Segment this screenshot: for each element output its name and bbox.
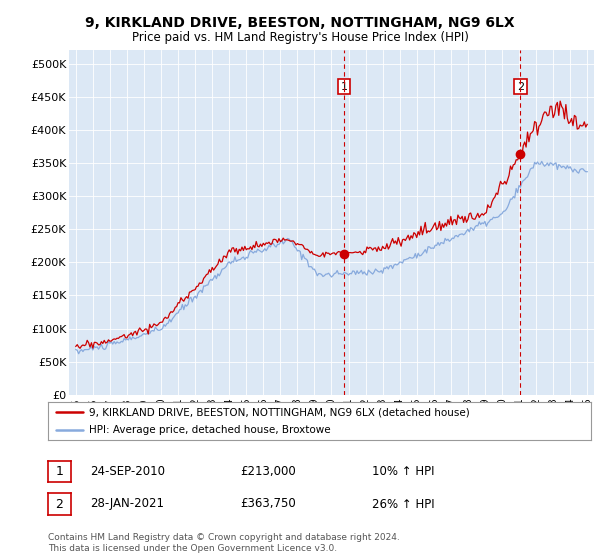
Text: HPI: Average price, detached house, Broxtowe: HPI: Average price, detached house, Brox… [89, 425, 331, 435]
Text: 1: 1 [55, 465, 64, 478]
Text: 9, KIRKLAND DRIVE, BEESTON, NOTTINGHAM, NG9 6LX: 9, KIRKLAND DRIVE, BEESTON, NOTTINGHAM, … [85, 16, 515, 30]
Text: 10% ↑ HPI: 10% ↑ HPI [372, 465, 434, 478]
Text: £363,750: £363,750 [240, 497, 296, 511]
Text: Price paid vs. HM Land Registry's House Price Index (HPI): Price paid vs. HM Land Registry's House … [131, 31, 469, 44]
Text: 2: 2 [55, 497, 64, 511]
Text: 26% ↑ HPI: 26% ↑ HPI [372, 497, 434, 511]
Text: 2: 2 [517, 82, 524, 92]
Text: 28-JAN-2021: 28-JAN-2021 [90, 497, 164, 511]
Text: 24-SEP-2010: 24-SEP-2010 [90, 465, 165, 478]
Text: Contains HM Land Registry data © Crown copyright and database right 2024.
This d: Contains HM Land Registry data © Crown c… [48, 533, 400, 553]
Text: 1: 1 [340, 82, 347, 92]
Text: £213,000: £213,000 [240, 465, 296, 478]
Text: 9, KIRKLAND DRIVE, BEESTON, NOTTINGHAM, NG9 6LX (detached house): 9, KIRKLAND DRIVE, BEESTON, NOTTINGHAM, … [89, 407, 469, 417]
